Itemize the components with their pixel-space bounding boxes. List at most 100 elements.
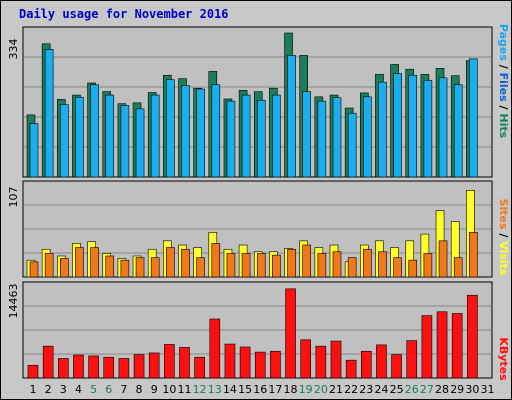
x-tick-label: 21 [329,383,343,396]
bar-kbytes [360,350,372,379]
x-tick-label: 6 [105,383,112,396]
bar-sites [362,248,372,278]
bar-sites [166,247,175,278]
bar-kbytes [103,356,115,379]
bar-kbytes [315,345,327,379]
bar-kbytes [27,364,39,379]
bar-kbytes [224,343,236,379]
x-tick-label: 17 [268,383,282,396]
bar-files [226,100,236,178]
bar-sites [181,248,190,278]
y-max-label-hits: 334 [7,39,20,60]
x-tick-label: 3 [60,383,67,396]
bar-sites [332,251,342,278]
bar-sites [438,240,448,278]
x-tick-label: 4 [75,383,82,396]
x-tick-label: 15 [238,383,252,396]
x-tick-label: 14 [223,383,237,396]
bar-sites [393,257,402,278]
bar-files [272,94,281,178]
legend-separator: / [497,102,510,114]
bar-kbytes [254,351,266,379]
legend: KBytes [497,337,510,381]
legend: Sites / Visits [497,199,510,276]
x-tick-label: 19 [299,383,313,396]
bar-sites [408,259,418,278]
legend-entry: Files [497,73,510,103]
legend-entry: KBytes [497,337,510,381]
bar-files [287,55,296,178]
bar-files [135,108,145,178]
bar-files [120,105,130,178]
legend-entry: Pages [497,24,510,62]
bar-kbytes [285,288,296,379]
bar-files [90,84,99,178]
bar-files [408,74,418,178]
x-tick-label: 9 [151,383,158,396]
bar-files [44,49,54,178]
bar-kbytes [406,340,418,379]
bar-kbytes [300,339,312,379]
x-tick-label: 7 [120,383,127,396]
bar-sites [302,244,312,278]
x-tick-label: 8 [136,383,143,396]
bar-files [469,58,478,178]
bar-sites [196,257,205,278]
x-tick-label: 18 [284,383,298,396]
bar-kbytes [57,358,69,379]
bar-kbytes [194,356,205,379]
bar-files [105,94,115,178]
bar-sites [453,257,463,278]
bar-files [302,91,312,178]
bar-sites [29,261,39,278]
bar-files [211,84,221,178]
bar-files [256,99,266,178]
bar-kbytes [436,311,448,379]
x-tick-label: 31 [481,383,495,396]
bar-files [317,100,327,178]
legend-entry: Sites [497,199,510,230]
bar-sites [241,253,251,278]
bar-sites [423,253,433,278]
bar-files [59,104,69,178]
bar-sites [347,257,357,278]
bar-kbytes [164,344,175,379]
bar-sites [135,257,145,278]
bar-sites [105,255,115,278]
bar-sites [120,259,130,278]
bar-kbytes [467,294,478,379]
bar-kbytes [270,350,281,379]
x-tick-label: 10 [162,383,176,396]
bar-kbytes [88,355,99,379]
x-tick-label: 27 [420,383,434,396]
bar-sites [150,257,160,278]
bar-files [438,77,448,178]
legend-separator: / [497,61,510,73]
x-axis-labels: 1 2 3 4 5 6 7 8 9 10 11 12 13 14 15 16 17 18 19 20 21 22 23 24 2… [30,383,495,396]
legends: Pages / Files / Hits Sites / Visits KBytes [497,24,510,381]
bar-files [196,88,205,178]
legend: Pages / Files / Hits [497,24,510,139]
bar-kbytes [148,352,160,379]
bar-sites [226,253,236,278]
bar-files [362,96,372,178]
bar-kbytes [42,345,54,379]
bar-files [241,94,251,178]
bar-kbytes [118,358,130,379]
chart-bars [26,32,478,379]
bar-kbytes [330,340,342,379]
x-tick-label: 5 [90,383,97,396]
bar-kbytes [239,346,251,379]
bar-sites [44,253,54,278]
bar-files [347,112,357,178]
x-tick-label: 29 [450,383,464,396]
bar-files [181,85,190,178]
bar-kbytes [345,359,357,379]
bar-sites [287,248,296,278]
x-tick-label: 22 [344,383,358,396]
legend-separator: / [497,230,510,242]
legend-entry: Hits [497,113,510,138]
bar-files [75,96,84,178]
